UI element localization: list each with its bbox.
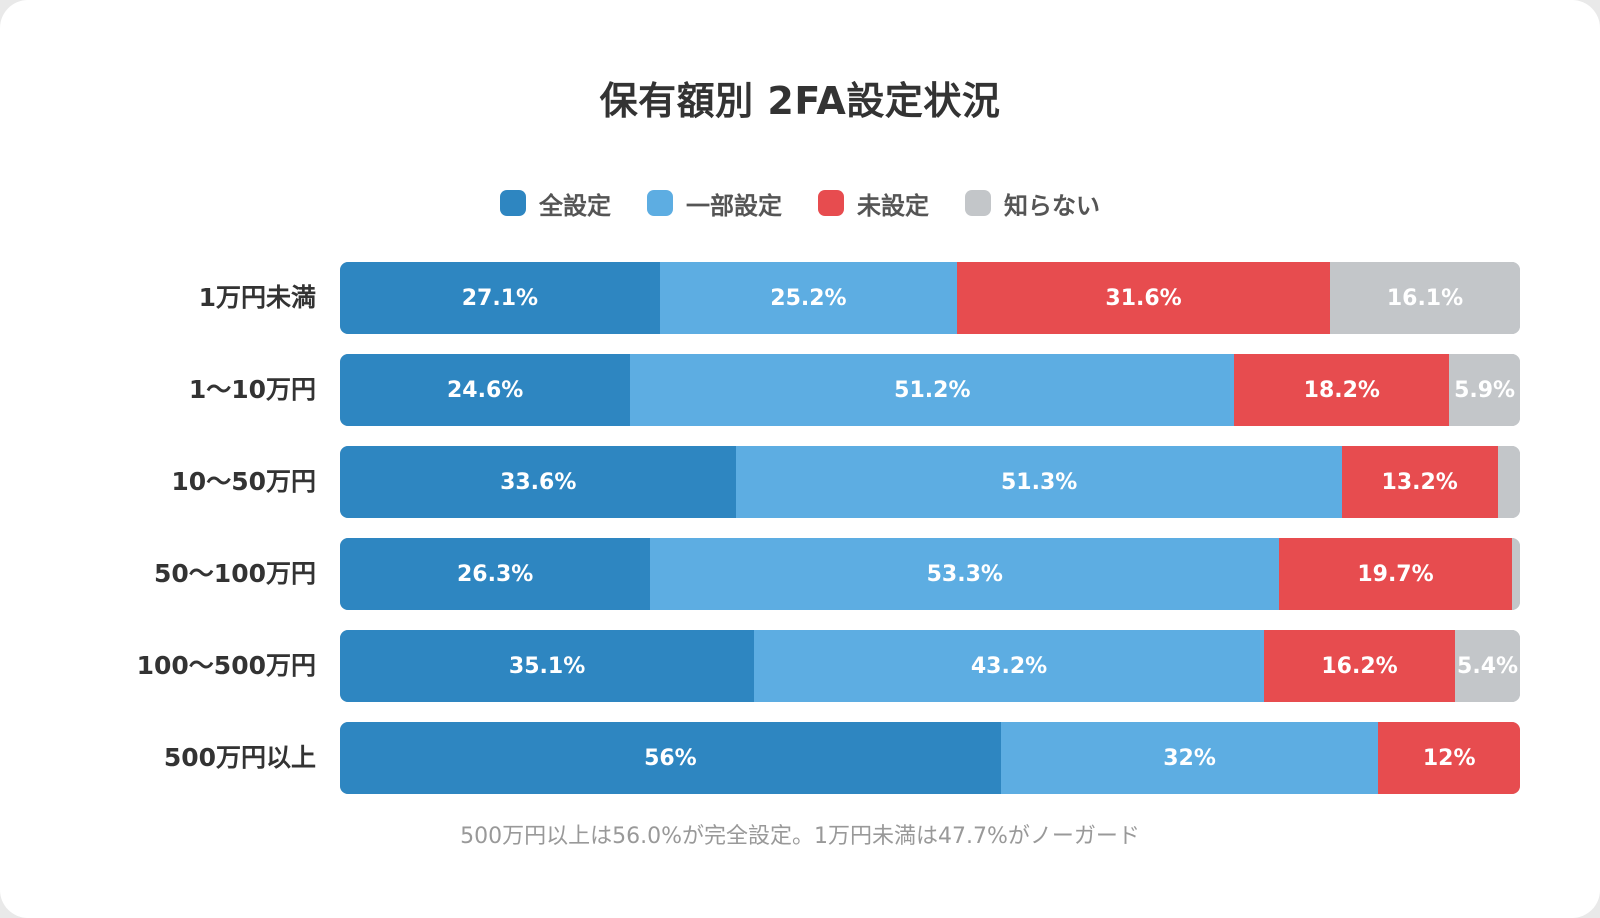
bar-segment (1511, 538, 1520, 610)
stacked-bar: 27.1% 25.2% 31.6% 16.1% (340, 262, 1520, 334)
stacked-bar: 26.3% 53.3% 19.7% (340, 538, 1520, 610)
data-label: 5.4% (1457, 653, 1519, 679)
bar-segment: 26.3% (340, 538, 651, 610)
legend-label: 一部設定 (686, 191, 782, 220)
bar-segment: 43.2% (754, 630, 1264, 702)
legend-label: 知らない (1004, 191, 1100, 220)
bar-segment: 19.7% (1279, 538, 1512, 610)
data-label: 5.9% (1454, 377, 1516, 403)
chart-footnote: 500万円以上は56.0%が完全設定。1万円未満は47.7%がノーガード (460, 824, 1140, 849)
bar-segment: 24.6% (340, 354, 631, 426)
chart-legend: 全設定 一部設定 未設定 知らない (0, 182, 1600, 224)
data-label: 31.6% (1105, 285, 1182, 311)
stacked-bar: 33.6% 51.3% 13.2% (340, 446, 1520, 518)
bar-segment: 5.4% (1455, 630, 1520, 702)
data-label: 13.2% (1381, 469, 1458, 495)
bar-segment: 51.3% (736, 446, 1342, 518)
data-label: 18.2% (1303, 377, 1380, 403)
category-label: 500万円以上 (163, 743, 316, 772)
chart-title: 保有額別 2FA設定状況 (599, 79, 1001, 123)
bar-segment: 12% (1378, 722, 1520, 794)
bar-segment: 35.1% (340, 630, 755, 702)
data-label: 51.3% (1000, 469, 1078, 495)
data-label: 16.2% (1321, 653, 1398, 679)
bar-segment: 33.6% (340, 446, 737, 518)
stacked-bar: 56% 32% 12% (340, 722, 1520, 794)
bar-segment: 53.3% (650, 538, 1280, 610)
bar-segment: 16.2% (1263, 630, 1456, 702)
bar-segment: 5.9% (1449, 354, 1520, 426)
legend-item: 全設定 (500, 186, 611, 221)
data-label: 56% (644, 745, 697, 771)
data-label: 35.1% (508, 653, 586, 679)
bar-segment: 25.2% (659, 262, 958, 334)
data-label: 43.2% (970, 653, 1048, 679)
data-label: 32% (1163, 745, 1216, 771)
legend-swatch (965, 190, 991, 216)
legend-swatch (500, 190, 526, 216)
bar-segment: 13.2% (1341, 446, 1498, 518)
data-label: 26.3% (457, 561, 534, 587)
data-label: 25.2% (770, 285, 847, 311)
legend-swatch (647, 190, 673, 216)
bar-segment (1497, 446, 1520, 518)
data-label: 16.1% (1386, 285, 1464, 311)
legend-item: 知らない (965, 186, 1100, 221)
category-label: 10〜50万円 (171, 467, 316, 496)
data-label: 27.1% (461, 285, 539, 311)
legend-label: 未設定 (857, 191, 929, 220)
bar-segment: 18.2% (1234, 354, 1450, 426)
data-label: 19.7% (1357, 561, 1434, 587)
data-label: 24.6% (446, 377, 524, 403)
legend-item: 未設定 (818, 186, 929, 221)
data-label: 51.2% (894, 377, 971, 403)
legend-item: 一部設定 (647, 186, 782, 221)
legend-swatch (818, 190, 844, 216)
stacked-bar: 35.1% 43.2% 16.2% 5.4% (340, 630, 1520, 702)
bar-segment: 31.6% (957, 262, 1330, 334)
bar-segment: 27.1% (340, 262, 660, 334)
bar-segment: 32% (1000, 722, 1379, 794)
data-label: 53.3% (926, 561, 1003, 587)
stacked-bar: 24.6% 51.2% 18.2% 5.9% (340, 354, 1520, 426)
bar-segment: 16.1% (1330, 262, 1520, 334)
category-label: 1〜10万円 (188, 375, 316, 404)
data-label: 12% (1422, 745, 1476, 771)
category-label: 50〜100万円 (154, 559, 316, 588)
category-label: 1万円未満 (198, 283, 316, 312)
legend-label: 全設定 (539, 191, 611, 220)
data-label: 33.6% (500, 469, 577, 495)
bar-segment: 56% (340, 722, 1001, 794)
category-label: 100〜500万円 (136, 651, 316, 680)
bar-segment: 51.2% (630, 354, 1235, 426)
